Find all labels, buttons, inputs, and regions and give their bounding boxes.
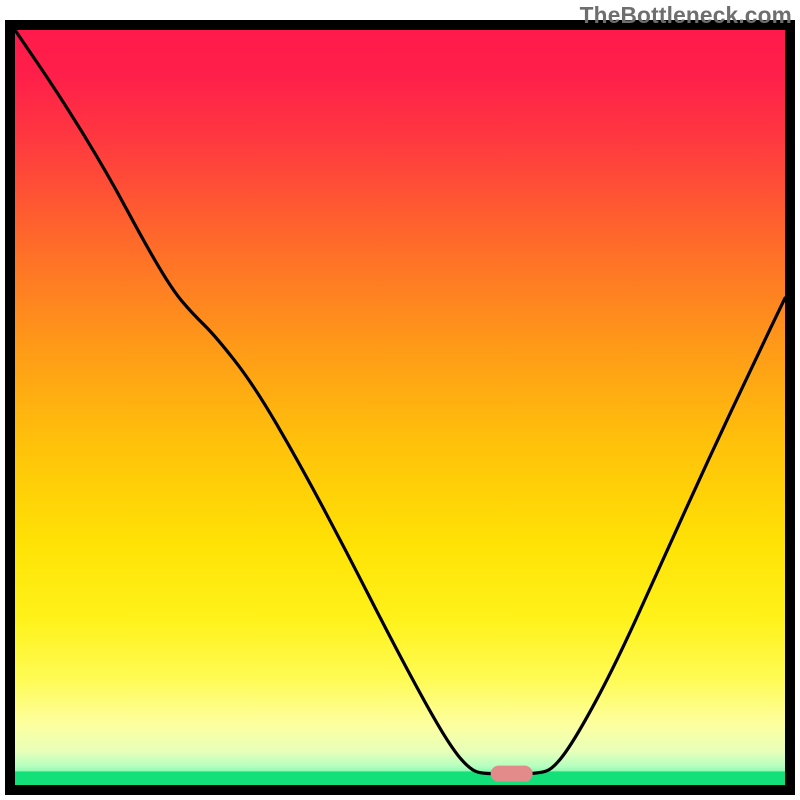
gradient-background [15,30,785,785]
green-band [15,771,785,785]
bottleneck-chart [0,0,800,800]
attribution-label: TheBottleneck.com [580,2,792,29]
chart-frame: TheBottleneck.com [0,0,800,800]
optimal-marker [491,766,533,782]
